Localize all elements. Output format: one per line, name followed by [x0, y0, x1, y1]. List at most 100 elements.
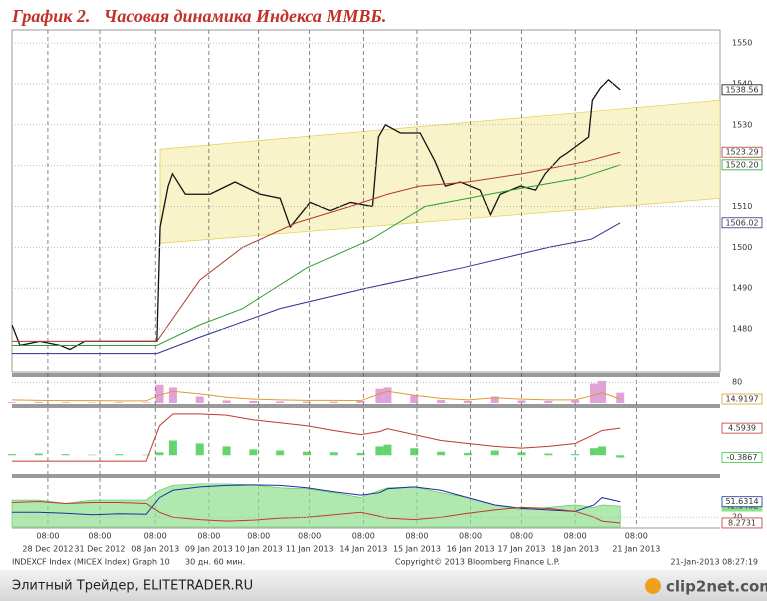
footer-period: 30 дн. 60 мин.	[185, 558, 245, 567]
bar	[168, 387, 177, 403]
bar	[61, 402, 70, 403]
end-label: 1520.20	[725, 160, 758, 169]
y-tick-label: 80	[732, 378, 742, 387]
y-tick-label: 1510	[732, 202, 752, 211]
bar	[303, 451, 311, 456]
line	[11, 390, 621, 402]
bar	[589, 383, 598, 403]
line	[12, 413, 621, 462]
panel	[11, 483, 621, 528]
x-tick-label: 08:00	[564, 532, 587, 541]
bar	[155, 452, 164, 456]
bar	[490, 396, 499, 403]
bar	[544, 453, 553, 456]
end-label: 1506.02	[725, 218, 758, 227]
bar	[616, 455, 625, 458]
end-label-box	[721, 496, 763, 508]
logo-text: clip2net.com	[666, 578, 767, 596]
line	[11, 501, 621, 524]
end-label: -0.3867	[727, 453, 758, 462]
bar	[303, 401, 311, 403]
end-label: 4.5939	[728, 424, 756, 433]
bar	[222, 446, 231, 456]
bar	[34, 401, 43, 403]
line	[12, 164, 621, 346]
end-label: 51.6314	[725, 497, 758, 506]
separator	[12, 404, 720, 408]
x-tick-label: 08:00	[298, 532, 321, 541]
main-frame	[11, 29, 721, 373]
bar	[329, 452, 338, 456]
bar	[383, 444, 392, 456]
bar	[34, 453, 43, 456]
x-date-label: 18 Jan 2013	[551, 545, 599, 554]
bar	[437, 399, 446, 403]
x-tick-label: 08:00	[625, 532, 648, 541]
x-tick-label: 08:00	[144, 532, 167, 541]
bottom-bar	[0, 570, 767, 601]
bar	[490, 450, 499, 456]
bar	[463, 400, 472, 403]
end-label: 14.9197	[725, 395, 758, 404]
bar	[410, 395, 419, 403]
line	[12, 484, 621, 516]
bar	[222, 400, 231, 403]
bar	[142, 402, 151, 403]
bar	[517, 400, 526, 403]
y-tick-label: 1480	[732, 325, 752, 334]
bar	[276, 401, 285, 403]
bar	[115, 402, 124, 403]
end-label: 8.2731	[728, 518, 756, 527]
separator	[12, 373, 720, 377]
bar	[276, 450, 285, 456]
bar	[8, 454, 16, 456]
bar	[249, 400, 258, 403]
line	[12, 151, 621, 342]
bar	[168, 440, 177, 456]
x-tick-label: 08:00	[405, 532, 428, 541]
end-label-box	[721, 452, 763, 463]
bar	[544, 400, 553, 403]
bar	[142, 454, 151, 456]
bar	[410, 448, 419, 456]
bar	[616, 392, 625, 403]
x-date-label: 16 Jan 2013	[447, 545, 495, 554]
bar	[598, 380, 606, 403]
bar	[61, 454, 70, 456]
x-tick-label: 08:00	[352, 532, 375, 541]
bar	[8, 402, 16, 403]
end-label-box	[721, 159, 763, 171]
x-date-label: 17 Jan 2013	[498, 545, 546, 554]
bar	[437, 451, 446, 456]
x-tick-label: 08:00	[36, 532, 59, 541]
bar	[571, 399, 580, 403]
end-label-box	[721, 393, 763, 405]
x-tick-label: 08:00	[247, 532, 270, 541]
end-label-box	[721, 422, 763, 434]
x-date-label: 15 Jan 2013	[393, 545, 441, 554]
bar	[589, 448, 598, 456]
x-date-label: 09 Jan 2013	[185, 545, 233, 554]
bar	[155, 384, 164, 403]
bar	[375, 446, 384, 456]
x-date-label: 08 Jan 2013	[131, 545, 179, 554]
chart-title: График 2. Часовая динамика Индекса ММВБ.	[11, 6, 386, 26]
y-tick-label: 1540	[732, 79, 752, 88]
x-date-label: 21 Jan 2013	[612, 545, 660, 554]
footer-source: INDEXCF Index (MICEX Index) Graph 10	[12, 558, 170, 567]
end-label-box	[721, 146, 763, 158]
x-tick-label: 08:00	[197, 532, 220, 541]
panel	[8, 380, 625, 403]
y-tick-label: 1500	[732, 243, 752, 252]
bar	[249, 449, 258, 456]
bar	[375, 388, 384, 403]
footer-timestamp: 21-Jan-2013 08:27:19	[670, 558, 758, 567]
site-name: Элитный Трейдер, ELITETRADER.RU	[12, 579, 253, 594]
bar	[115, 454, 124, 456]
end-label-box	[721, 84, 763, 96]
end-label: 1538.56	[725, 85, 758, 94]
footer-copyright: Copyright© 2013 Bloomberg Finance L.P.	[395, 558, 560, 567]
bar	[598, 446, 606, 456]
bar	[356, 400, 365, 403]
